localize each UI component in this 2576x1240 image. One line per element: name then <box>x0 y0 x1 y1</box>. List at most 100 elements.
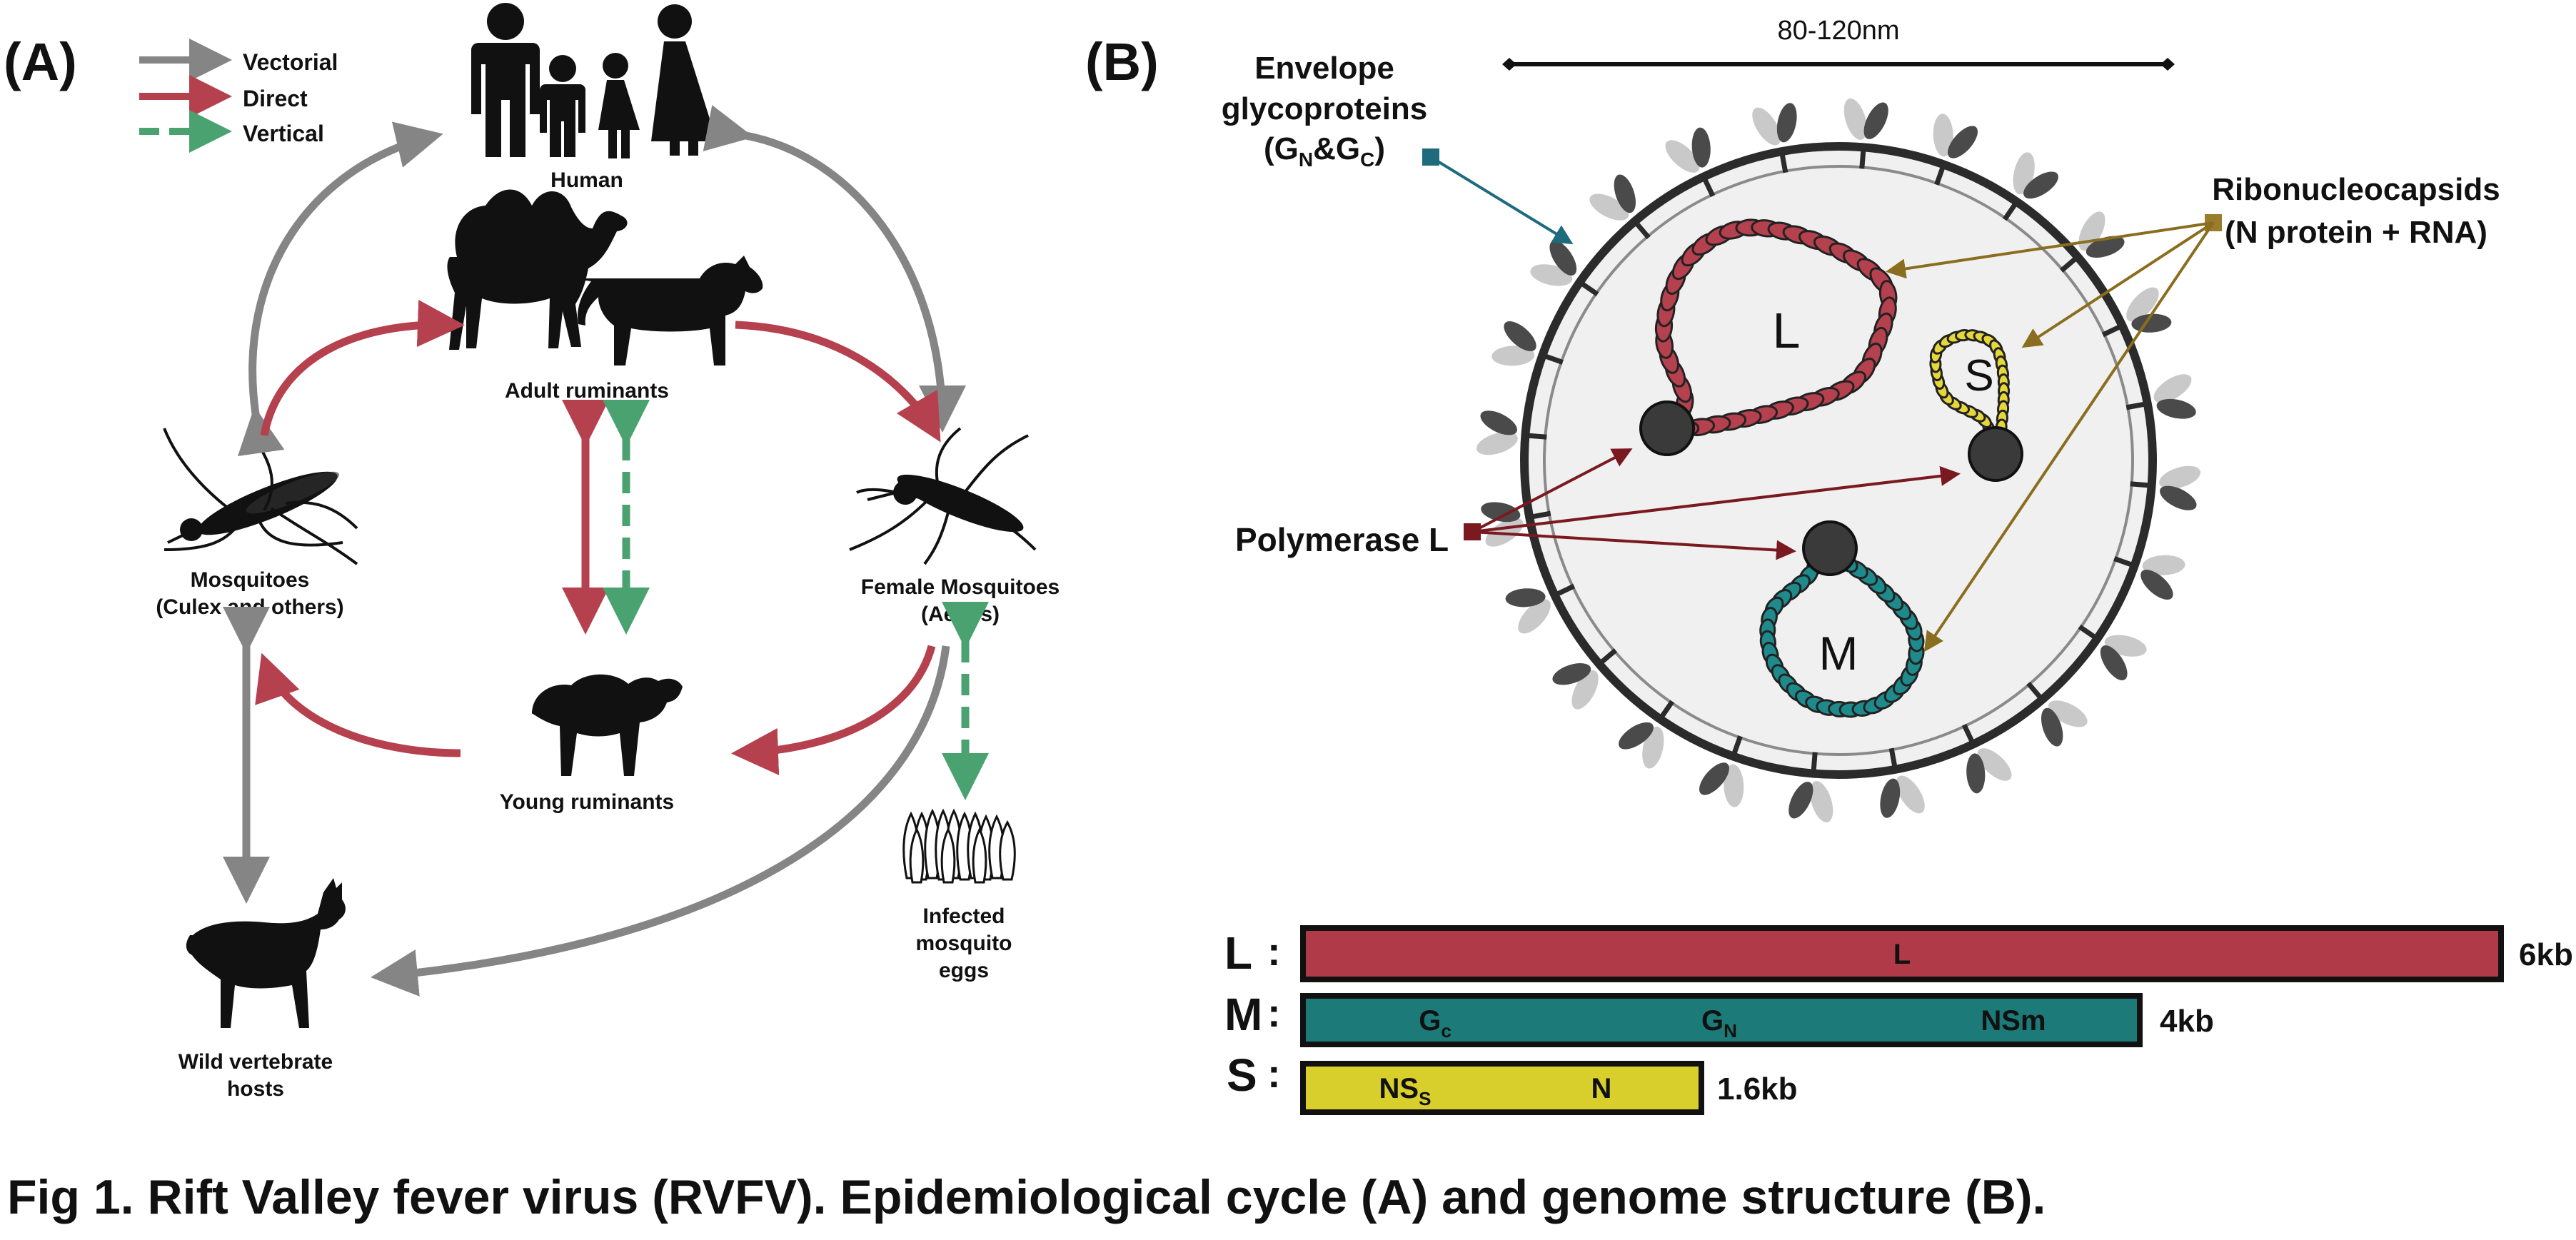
glycoprotein-spike <box>2100 635 2147 680</box>
glycoprotein-spike <box>1966 748 2012 794</box>
envelope-tick <box>1961 723 1976 745</box>
genome-m-bar <box>1300 993 2143 1047</box>
genome-l-size: 6kb <box>2519 937 2573 972</box>
mosquito-left-icon <box>163 428 358 565</box>
genome-s-letter: S <box>1227 1049 1257 1101</box>
segment-m-label: M <box>1819 627 1858 680</box>
envelope-tick <box>1731 735 1743 756</box>
polymerase-callout-to-l <box>1471 448 1633 533</box>
glycoprotein-spike <box>1752 103 1797 146</box>
size-scale-label: 80-120nm <box>1777 16 1899 46</box>
genome-l-bar <box>1300 925 2504 982</box>
envelope-tick <box>2125 401 2147 410</box>
cow-icon <box>571 256 763 366</box>
genome-l-letter: L <box>1224 927 1252 979</box>
envelope-tick <box>2078 624 2098 640</box>
glycoprotein-spike <box>1505 588 1551 634</box>
genome-m-colon: : <box>1267 990 1281 1035</box>
goat-icon <box>186 878 346 1028</box>
polymerase-callout-to-m <box>1471 530 1796 560</box>
envelope-tick <box>1579 281 1599 297</box>
envelope-tick <box>1659 700 1675 720</box>
genome-structure: L : L 6kb M : Gc GN NSm 4kb S : NSS N 1.… <box>1224 925 2573 1115</box>
sheep-icon <box>531 674 683 776</box>
envelope-tick <box>2113 556 2134 568</box>
ribo-callout-to-l <box>1886 221 2214 279</box>
ribonucleocapsids-label-2: (N protein + RNA) <box>2225 215 2487 250</box>
arrow-human-right-mosquito <box>703 105 966 433</box>
glycoprotein-spike <box>2159 465 2201 510</box>
envelope-tick <box>1701 176 1716 198</box>
glycoprotein-spike <box>2140 555 2185 600</box>
legend-vectorial-label: Vectorial <box>243 49 338 75</box>
glycoprotein-spike <box>1552 663 1599 710</box>
adult-ruminants-label: Adult ruminants <box>505 379 669 403</box>
envelope-tick <box>2002 201 2018 221</box>
glycoprotein-spike <box>1843 98 1888 140</box>
segment-s-label: S <box>1964 351 1993 400</box>
camel-icon <box>447 189 628 350</box>
female-mosquitoes-label-2: (Aedes) <box>921 603 1000 626</box>
human-label: Human <box>550 168 623 192</box>
ribo-callout-to-m <box>1923 221 2215 652</box>
arrow-adult-ruminants-to-female-mosquito <box>735 321 941 443</box>
envelope-tick <box>1634 221 1651 240</box>
genome-s-gene-n: N <box>1591 1073 1612 1104</box>
envelope-tick <box>1554 583 1576 598</box>
envelope-tick <box>2026 681 2043 700</box>
young-ruminants-label: Young ruminants <box>500 790 674 814</box>
glycoprotein-spike <box>1933 114 1978 158</box>
envelope-tick <box>1599 648 1618 665</box>
ribo-callout-to-s <box>2021 221 2215 348</box>
ribonucleocapsid-s <box>1929 329 2011 460</box>
genome-s-gene-nss: NSS <box>1379 1073 1432 1109</box>
mosquito-right-icon <box>849 427 1037 565</box>
genome-m-size: 4kb <box>2160 1004 2214 1039</box>
virion-envelope <box>1520 142 2157 779</box>
glycoprotein-spike <box>1530 241 1577 286</box>
envelope-label-1: Envelope <box>1254 51 1394 86</box>
genome-s-colon: : <box>1267 1051 1281 1096</box>
genome-l-gene-l: L <box>1893 939 1911 970</box>
legend-vertical-label: Vertical <box>243 121 324 146</box>
virion-inner-membrane <box>1543 165 2134 756</box>
glycoprotein-spike <box>1788 781 1833 823</box>
glycoprotein-spike <box>2153 374 2196 419</box>
ribonucleocapsid-m <box>1759 539 1925 718</box>
panel-b-label: (B) <box>1085 32 1159 91</box>
genome-s-size: 1.6kb <box>1717 1072 1798 1107</box>
wild-hosts-label-2: hosts <box>227 1077 284 1101</box>
panel-a-label: (A) <box>4 32 77 91</box>
envelope-tick <box>2101 323 2123 338</box>
envelope-tick <box>1530 510 1551 520</box>
glycoprotein-spike <box>1699 762 1744 807</box>
arrow-young-ruminants-to-mosquito <box>255 652 461 757</box>
mosquitoes-label-2: (Culex and others) <box>156 595 343 619</box>
envelope-glycoprotein-spikes <box>1476 98 2201 823</box>
envelope-label-3: (GN&GC) <box>1264 131 1385 171</box>
arrow-female-mosquito-wild-hosts <box>371 645 950 997</box>
legend: Vectorial Direct Vertical <box>139 39 338 153</box>
envelope-tick <box>1779 152 1788 173</box>
ribonucleocapsids-label-1: Ribonucleocapsids <box>2212 172 2500 207</box>
genome-m-gene-gc: Gc <box>1419 1005 1451 1042</box>
genome-s-bar <box>1300 1061 1704 1115</box>
envelope-tick <box>2130 481 2150 488</box>
envelope-ticks <box>1526 148 2150 772</box>
polymerase-callout-to-s <box>1471 465 1961 533</box>
panel-a: (A) Vectorial Direct Vertical Human <box>4 3 1060 1101</box>
polymerase-l-on-l <box>1639 400 1695 456</box>
polymerase-l-on-s <box>1968 426 2023 482</box>
genome-m-gene-nsm: NSm <box>1981 1005 2046 1037</box>
eggs-label-1: Infected <box>922 904 1005 928</box>
glycoprotein-spike <box>1491 321 1536 366</box>
wild-hosts-label-1: Wild vertebrate <box>178 1050 333 1074</box>
envelope-tick <box>2059 256 2078 273</box>
human-family-icon <box>471 3 717 158</box>
glycoprotein-spike <box>1619 722 1664 769</box>
polymerase-l-label: Polymerase L <box>1235 521 1449 558</box>
envelope-label-2: glycoproteins <box>1222 91 1428 126</box>
glycoprotein-spike <box>1880 775 1925 818</box>
envelope-tick <box>1543 353 1564 365</box>
